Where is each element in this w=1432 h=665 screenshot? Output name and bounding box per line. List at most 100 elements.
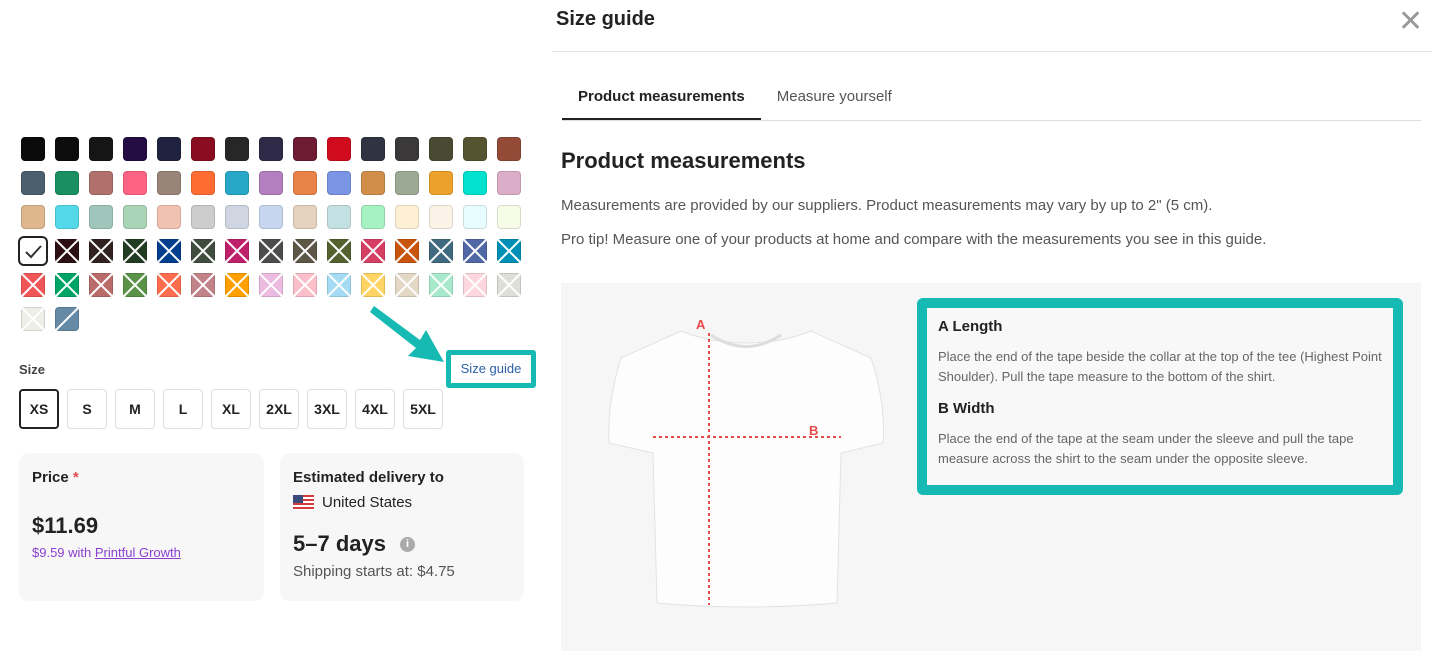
color-swatch[interactable]	[225, 273, 249, 297]
color-swatch[interactable]	[55, 273, 79, 297]
delivery-days: 5–7 days i	[293, 531, 511, 557]
color-swatch[interactable]	[55, 307, 79, 331]
info-icon[interactable]: i	[399, 536, 415, 552]
tab-product-measurements[interactable]: Product measurements	[562, 74, 761, 120]
size-option[interactable]: 2XL	[259, 389, 299, 429]
color-swatch[interactable]	[463, 205, 487, 229]
color-swatch[interactable]	[21, 205, 45, 229]
color-swatch[interactable]	[55, 171, 79, 195]
close-icon[interactable]: ✕	[1398, 5, 1424, 38]
color-swatch[interactable]	[463, 171, 487, 195]
color-swatch[interactable]	[259, 239, 283, 263]
color-swatch[interactable]	[225, 239, 249, 263]
color-swatch[interactable]	[191, 273, 215, 297]
color-swatch[interactable]	[395, 171, 419, 195]
size-option[interactable]: 3XL	[307, 389, 347, 429]
color-swatch[interactable]	[157, 205, 181, 229]
color-swatch[interactable]	[123, 273, 147, 297]
color-swatch[interactable]	[191, 137, 215, 161]
color-swatch[interactable]	[157, 239, 181, 263]
color-swatch[interactable]	[157, 137, 181, 161]
size-option[interactable]: S	[67, 389, 107, 429]
color-swatch[interactable]	[89, 205, 113, 229]
color-swatch[interactable]	[497, 137, 521, 161]
color-swatch[interactable]	[89, 137, 113, 161]
width-text: Place the end of the tape at the seam un…	[938, 431, 1354, 466]
color-swatch[interactable]	[123, 171, 147, 195]
tab-measure-yourself[interactable]: Measure yourself	[776, 88, 892, 105]
color-swatch[interactable]	[21, 137, 45, 161]
color-swatch[interactable]	[327, 273, 351, 297]
color-swatch[interactable]	[89, 273, 113, 297]
color-swatch[interactable]	[497, 239, 521, 263]
color-swatch[interactable]	[497, 273, 521, 297]
size-guide-link[interactable]: Size guide	[451, 355, 531, 383]
color-swatch[interactable]	[497, 171, 521, 195]
color-swatch[interactable]	[225, 171, 249, 195]
size-option[interactable]: M	[115, 389, 155, 429]
size-option[interactable]: XS	[19, 389, 59, 429]
size-option[interactable]: 5XL	[403, 389, 443, 429]
color-swatch[interactable]	[327, 205, 351, 229]
color-swatch[interactable]	[429, 137, 453, 161]
size-option[interactable]: XL	[211, 389, 251, 429]
size-option[interactable]: L	[163, 389, 203, 429]
delivery-country[interactable]: United States	[293, 494, 511, 511]
color-swatch[interactable]	[293, 205, 317, 229]
color-swatch[interactable]	[395, 239, 419, 263]
color-swatch[interactable]	[123, 205, 147, 229]
color-swatch[interactable]	[89, 171, 113, 195]
color-swatch[interactable]	[21, 273, 45, 297]
unavailable-slash-icon	[55, 307, 79, 331]
color-swatch[interactable]	[225, 137, 249, 161]
color-swatch[interactable]	[395, 205, 419, 229]
color-swatch[interactable]	[157, 171, 181, 195]
color-swatch[interactable]	[361, 171, 385, 195]
color-swatch[interactable]	[89, 239, 113, 263]
color-swatch[interactable]	[259, 273, 283, 297]
color-swatch[interactable]	[157, 273, 181, 297]
color-swatch[interactable]	[463, 239, 487, 263]
color-swatch[interactable]	[327, 239, 351, 263]
color-swatch[interactable]	[259, 171, 283, 195]
color-swatch[interactable]	[395, 273, 419, 297]
color-swatch[interactable]	[191, 205, 215, 229]
color-swatch[interactable]	[327, 137, 351, 161]
arrow-annotation-icon	[370, 306, 444, 362]
color-swatch[interactable]	[18, 236, 48, 266]
color-swatch[interactable]	[225, 205, 249, 229]
color-swatch[interactable]	[259, 137, 283, 161]
color-swatch[interactable]	[429, 171, 453, 195]
color-swatch[interactable]	[191, 239, 215, 263]
color-swatch[interactable]	[123, 239, 147, 263]
color-swatch[interactable]	[21, 171, 45, 195]
color-swatch[interactable]	[55, 239, 79, 263]
color-swatch[interactable]	[361, 205, 385, 229]
color-swatch[interactable]	[429, 239, 453, 263]
color-swatch[interactable]	[293, 239, 317, 263]
color-swatch[interactable]	[55, 137, 79, 161]
color-swatch[interactable]	[463, 137, 487, 161]
color-swatch[interactable]	[327, 171, 351, 195]
color-swatch[interactable]	[429, 273, 453, 297]
size-guide-link-highlight[interactable]: Size guide	[446, 350, 536, 388]
color-swatch[interactable]	[361, 137, 385, 161]
panel-title: Size guide	[556, 8, 655, 30]
color-swatch[interactable]	[395, 137, 419, 161]
color-swatch[interactable]	[259, 205, 283, 229]
color-swatch[interactable]	[293, 137, 317, 161]
color-swatch[interactable]	[463, 273, 487, 297]
color-swatch[interactable]	[429, 205, 453, 229]
length-text: Place the end of the tape beside the col…	[938, 349, 1382, 384]
color-swatch[interactable]	[123, 137, 147, 161]
color-swatch[interactable]	[497, 205, 521, 229]
color-swatch[interactable]	[293, 273, 317, 297]
color-swatch[interactable]	[21, 307, 45, 331]
color-swatch[interactable]	[55, 205, 79, 229]
color-swatch[interactable]	[361, 239, 385, 263]
size-option[interactable]: 4XL	[355, 389, 395, 429]
color-swatch[interactable]	[191, 171, 215, 195]
color-swatch[interactable]	[361, 273, 385, 297]
color-swatch[interactable]	[293, 171, 317, 195]
printful-growth-link[interactable]: Printful Growth	[94, 545, 181, 560]
